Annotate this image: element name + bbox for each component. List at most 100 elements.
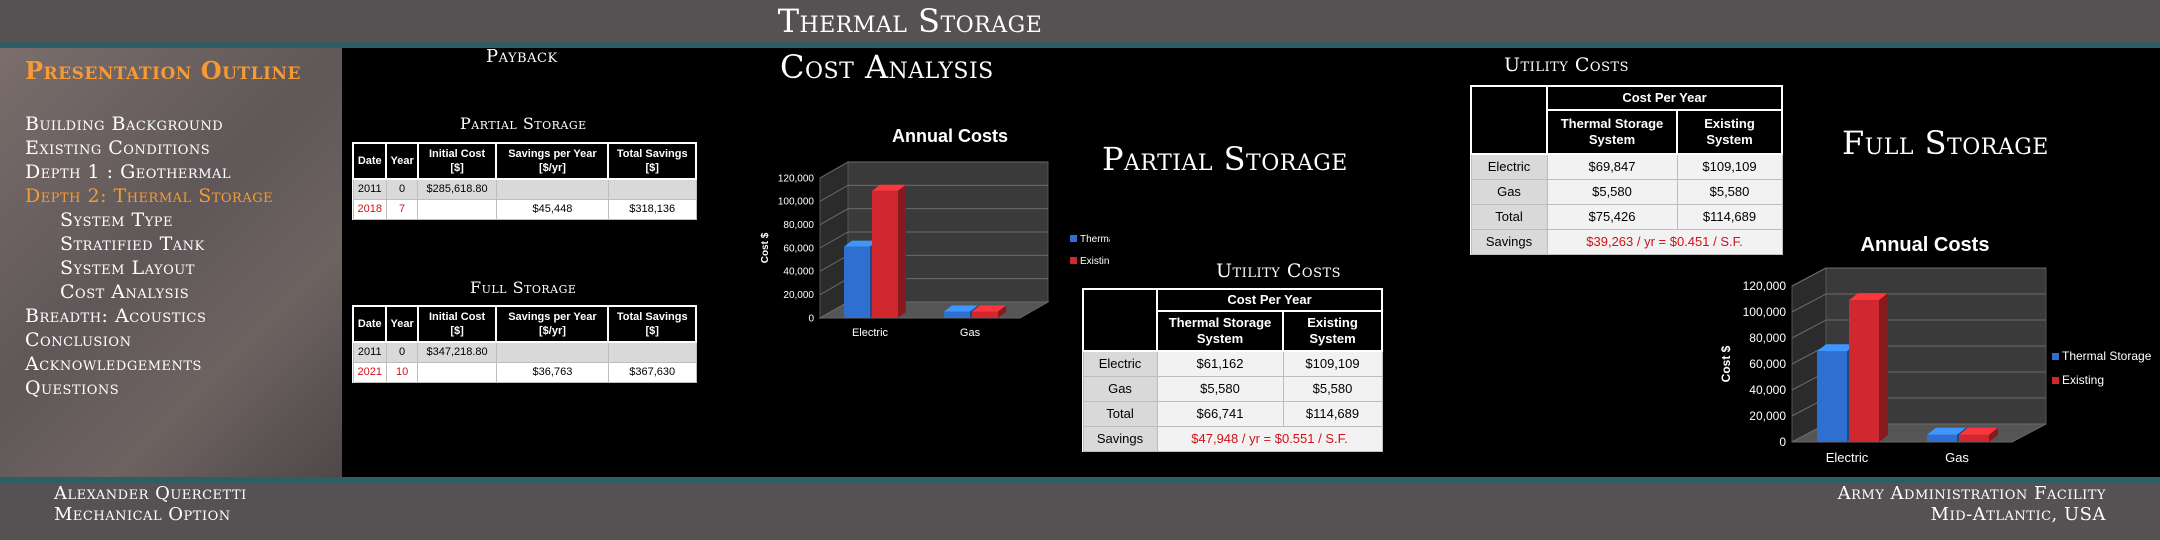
y-axis-label: Cost $ — [1719, 345, 1733, 382]
full-payback-table: Date Year Initial Cost [$] Savings per Y… — [351, 305, 697, 383]
outline-item-depth-1[interactable]: Depth 1 : Geothermal — [25, 161, 232, 183]
full-utility-table: Cost Per Year Thermal Storage System Exi… — [1470, 85, 1783, 255]
table-cell: 0 — [385, 341, 419, 363]
y-tick-label: 60,000 — [1749, 357, 1786, 371]
y-tick-label: 40,000 — [1749, 383, 1786, 397]
outline-item-cost-analysis[interactable]: Cost Analysis — [60, 281, 190, 303]
partial-utility-table: Cost Per Year Thermal Storage System Exi… — [1082, 288, 1383, 452]
table-row: Gas $5,580 $5,580 — [1470, 178, 1783, 205]
col-initial-cost: Initial Cost [$] — [416, 142, 498, 180]
y-tick-label: 20,000 — [1749, 409, 1786, 423]
y-tick-label: 80,000 — [783, 220, 814, 231]
author-option: Mechanical Option — [54, 504, 231, 525]
table-cell: $69,847 — [1546, 153, 1678, 180]
table-cell: 2011 — [352, 341, 387, 363]
savings-label: Savings — [1470, 228, 1548, 255]
savings-value: $39,263 / yr = $0.451 / S.F. — [1546, 228, 1783, 255]
outline-item-depth-2[interactable]: Depth 2: Thermal Storage — [25, 185, 274, 207]
table-cell: $36,763 — [495, 361, 609, 383]
x-tick-label: Electric — [852, 327, 889, 339]
table-cell: $45,448 — [495, 198, 609, 220]
top-bar — [0, 0, 2160, 42]
savings-value: $47,948 / yr = $0.551 / S.F. — [1156, 425, 1383, 452]
bar-existing-electric — [872, 184, 906, 318]
table-row: 2011 0 $285,618.80 — [352, 178, 697, 200]
partial-payback-heading: Partial Storage — [460, 114, 587, 133]
table-cell — [607, 341, 697, 363]
sidebar-title: Presentation Outline — [25, 56, 301, 85]
legend-label: Thermal Storage — [1080, 234, 1110, 245]
gridline — [819, 208, 1048, 226]
y-tick-label: 0 — [808, 313, 814, 324]
partial-utility-heading: Utility Costs — [1216, 260, 1342, 282]
outline-item-questions[interactable]: Questions — [25, 377, 120, 399]
full-storage-label: Full Storage — [1842, 124, 2049, 162]
table-cell — [417, 361, 497, 383]
legend-swatch — [2052, 377, 2059, 384]
y-tick-label: 100,000 — [1743, 305, 1787, 319]
table-row: Gas $5,580 $5,580 — [1082, 375, 1383, 402]
legend-label: Existing — [2062, 373, 2104, 387]
y-axis-label: Cost $ — [760, 232, 771, 263]
corner-cell — [1470, 85, 1548, 155]
x-tick-label: Gas — [1945, 450, 1969, 465]
table-cell: $109,109 — [1676, 153, 1783, 180]
legend-swatch — [1070, 257, 1077, 264]
outline-item-breadth[interactable]: Breadth: Acoustics — [25, 305, 207, 327]
outline-item-building-background[interactable]: Building Background — [25, 113, 224, 135]
facility-location: Mid-Atlantic, USA — [1930, 504, 2106, 525]
outline-item-stratified-tank[interactable]: Stratified Tank — [60, 233, 205, 255]
table-row: 2021 10 $36,763 $367,630 — [352, 361, 697, 383]
facility-name: Army Administration Facility — [1837, 483, 2106, 504]
y-tick-label: 120,000 — [778, 173, 815, 184]
outline-item-conclusion[interactable]: Conclusion — [25, 329, 132, 351]
gridline — [1791, 319, 2046, 339]
row-label: Gas — [1082, 375, 1158, 402]
row-label: Total — [1470, 203, 1548, 230]
corner-cell — [1082, 288, 1158, 352]
annual-costs-chart-partial: 0 20,000 40,000 60,000 80,000 100,000 120,000 C… — [760, 161, 1110, 339]
row-label: Electric — [1470, 153, 1548, 180]
table-cell: 0 — [385, 178, 419, 200]
x-tick-label: Gas — [960, 327, 981, 339]
y-tick-label: 20,000 — [783, 290, 814, 301]
page-title: Thermal Storage — [777, 2, 1043, 40]
y-tick-label: 60,000 — [783, 243, 814, 254]
bottom-bar — [0, 483, 2160, 540]
table-cell — [495, 178, 609, 200]
group-header: Cost Per Year — [1156, 288, 1383, 312]
payback-heading: Payback — [486, 46, 558, 67]
outline-item-existing-conditions[interactable]: Existing Conditions — [25, 137, 211, 159]
outline-item-acknowledgements[interactable]: Acknowledgements — [25, 353, 202, 375]
col-date: Date — [351, 142, 388, 180]
y-tick-label: 0 — [1779, 435, 1786, 449]
table-row: Electric $69,847 $109,109 — [1470, 153, 1783, 180]
table-row: 2018 7 $45,448 $318,136 — [352, 198, 697, 220]
col-year: Year — [385, 305, 419, 343]
gridline — [819, 231, 1048, 249]
outline-item-system-type[interactable]: System Type — [60, 209, 174, 231]
group-header: Cost Per Year — [1546, 85, 1783, 111]
chart-1-title: Annual Costs — [891, 126, 1008, 146]
gridline — [819, 184, 1048, 202]
table-cell: $75,426 — [1546, 203, 1678, 230]
full-payback-heading: Full Storage — [470, 278, 577, 297]
table-row: Total $66,741 $114,689 — [1082, 400, 1383, 427]
table-cell: $318,136 — [607, 198, 697, 220]
table-cell: $114,689 — [1282, 400, 1383, 427]
author-name: Alexander Quercetti — [54, 483, 247, 504]
partial-payback-table: Date Year Initial Cost [$] Savings per Y… — [351, 142, 697, 220]
bar-existing-electric — [1849, 293, 1888, 442]
table-cell: $5,580 — [1676, 178, 1783, 205]
row-label: Total — [1082, 400, 1158, 427]
col-year: Year — [385, 142, 419, 180]
table-row: Electric $61,162 $109,109 — [1082, 350, 1383, 377]
legend-label: Existing — [1080, 256, 1110, 267]
cost-analysis-title: Cost Analysis — [780, 48, 994, 86]
table-cell: 7 — [385, 198, 419, 220]
outline-item-system-layout[interactable]: System Layout — [60, 257, 195, 279]
bottom-stripe — [0, 477, 2160, 483]
table-cell: $367,630 — [607, 361, 697, 383]
col-existing: Existing System — [1676, 109, 1783, 155]
y-tick-label: 80,000 — [1749, 331, 1786, 345]
